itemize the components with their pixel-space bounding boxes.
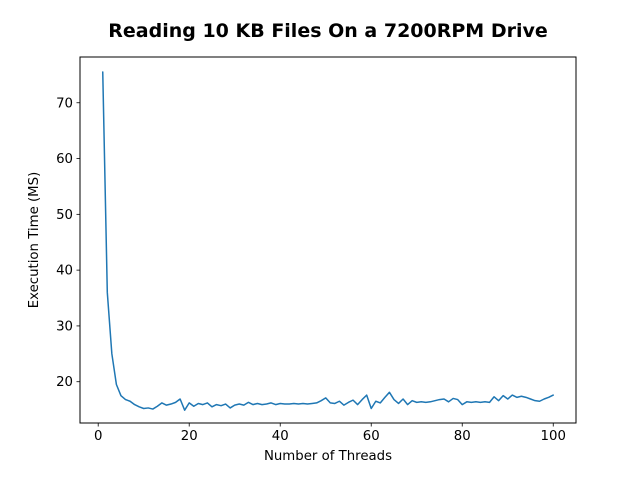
x-tick-label: 100: [541, 429, 566, 444]
data-line-execution-time-ms: [102, 71, 554, 411]
axes-frame: [79, 56, 577, 424]
y-tick-label: 50: [56, 208, 73, 223]
y-tick-label: 60: [56, 152, 73, 167]
x-tick-label: 0: [94, 429, 102, 444]
y-tick-label: 20: [56, 375, 73, 390]
x-tick-label: 20: [181, 429, 198, 444]
x-tick-label: 40: [272, 429, 289, 444]
x-axis-label: Number of Threads: [264, 449, 392, 464]
y-tick-label: 70: [56, 96, 73, 111]
x-tick-label: 80: [454, 429, 471, 444]
plot-area: 0 20 40 60 80 100 20 30 40 50 60 70: [56, 56, 577, 444]
y-tick-label: 40: [56, 264, 73, 279]
chart-title: Reading 10 KB Files On a 7200RPM Drive: [108, 20, 548, 42]
y-axis-label: Execution Time (MS): [27, 172, 42, 309]
x-tick-label: 60: [363, 429, 380, 444]
y-tick-label: 30: [56, 319, 73, 334]
